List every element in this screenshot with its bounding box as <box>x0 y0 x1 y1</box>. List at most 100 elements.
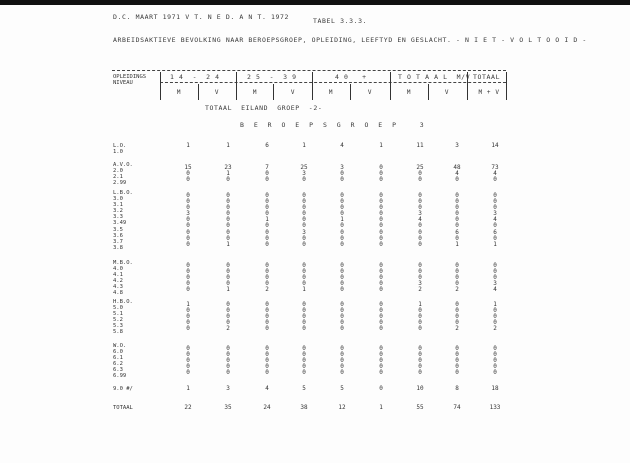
column-divider <box>428 84 429 100</box>
table-cell: 1 <box>186 142 190 149</box>
column-divider <box>506 72 507 100</box>
table-cell: 0 0 0 0 0 <box>340 262 344 294</box>
table-cell: 0 0 0 0 0 0 6 0 1 <box>455 192 459 248</box>
table-cell: 1 <box>186 385 190 392</box>
table-cell: 0 0 0 0 2 <box>455 301 459 333</box>
table-cell: 0 0 0 0 2 <box>455 262 459 294</box>
header-rule-mid <box>160 82 506 83</box>
table-cell: 22 <box>184 404 192 411</box>
table-title: ARBEIDSAKTIEVE BEVOLKING NAAR BEROEPSGRO… <box>113 36 587 44</box>
table-cell: 6 <box>265 142 269 149</box>
table-cell: 0 0 0 0 1 <box>226 262 230 294</box>
table-cell: 1 <box>226 142 230 149</box>
table-cell: 0 0 0 0 0 <box>302 301 306 333</box>
column-divider <box>350 84 351 100</box>
column-divider <box>467 72 468 100</box>
table-cell: 18 <box>491 385 499 392</box>
age-group-14-24: 1 4 - 2 4 <box>170 73 220 81</box>
column-divider <box>236 72 237 100</box>
age-group-40-plus: 4 0 + <box>335 73 367 81</box>
table-cell: 0 0 0 0 1 <box>302 262 306 294</box>
table-cell: 48 4 0 <box>453 164 461 184</box>
table-cell: 3 0 0 <box>340 164 344 184</box>
table-cell: 5 <box>340 385 344 392</box>
table-cell: 35 <box>224 404 232 411</box>
table-cell: 0 0 0 0 0 <box>265 301 269 333</box>
sex-header: V <box>290 89 296 96</box>
table-cell: 0 0 0 0 0 <box>493 345 497 377</box>
table-cell: 0 0 0 0 0 <box>302 345 306 377</box>
row-group-label: H.B.O. 5.0 5.1 5.2 5.3 5.8 <box>113 299 133 336</box>
table-cell: 133 <box>489 404 501 411</box>
column-divider <box>198 84 199 100</box>
age-group-25-39: 2 5 - 3 9 <box>247 73 297 81</box>
table-cell: 1 <box>302 142 306 149</box>
table-cell: 3 <box>455 142 459 149</box>
table-cell: 7 0 0 <box>265 164 269 184</box>
row-group-label: L.O. 1.0 <box>113 143 127 156</box>
table-cell: 0 0 0 3 4 <box>493 262 497 294</box>
total-header: TOTAAL <box>473 73 501 81</box>
table-cell: 1 <box>379 142 383 149</box>
table-cell: 0 0 0 0 0 <box>340 301 344 333</box>
row-group-label: M.B.O. 4.0 4.1 4.2 4.3 4.8 <box>113 260 133 297</box>
table-cell: 25 3 0 <box>300 164 308 184</box>
table-cell: 25 0 0 <box>416 164 424 184</box>
table-cell: 24 <box>263 404 271 411</box>
table-cell: 1 0 0 0 0 <box>418 301 422 333</box>
table-number: TABEL 3.3.3. <box>313 17 368 25</box>
table-cell: 74 <box>453 404 461 411</box>
column-divider <box>160 72 161 100</box>
table-cell: 0 0 0 0 2 <box>226 301 230 333</box>
column-divider <box>312 72 313 100</box>
table-cell: 0 0 0 0 0 0 0 0 1 <box>226 192 230 248</box>
table-cell: 10 <box>416 385 424 392</box>
table-cell: 4 <box>265 385 269 392</box>
table-cell: 73 4 0 <box>491 164 499 184</box>
table-cell: 8 <box>455 385 459 392</box>
table-cell: 0 0 0 0 0 <box>186 345 190 377</box>
row-group-label: A.V.O. 2.0 2.1 2.99 <box>113 162 133 187</box>
sex-header: V <box>444 89 450 96</box>
table-cell: 12 <box>338 404 346 411</box>
table-cell: 1 <box>379 404 383 411</box>
row-group-label: W.O. 6.0 6.1 6.2 6.3 6.99 <box>113 343 127 380</box>
column-divider <box>390 72 391 100</box>
sex-header: M <box>406 89 412 96</box>
table-cell: 0 0 0 3 2 <box>418 262 422 294</box>
table-cell: 0 0 0 0 0 <box>455 345 459 377</box>
sex-header: M <box>328 89 334 96</box>
scan-border <box>0 0 630 5</box>
table-cell: 23 1 0 <box>224 164 232 184</box>
table-cell: 0 0 0 0 0 <box>265 345 269 377</box>
sex-header: V <box>367 89 373 96</box>
row-group-label: TOTAAL <box>113 405 133 411</box>
table-cell: 1 0 0 0 0 <box>186 301 190 333</box>
table-cell: 0 0 0 3 0 0 0 0 0 <box>186 192 190 248</box>
table-cell: 4 <box>340 142 344 149</box>
occupation-group-subtitle: B E R O E P S G R O E P 3 <box>240 121 427 129</box>
row-group-label: 9.0 #/ <box>113 386 133 392</box>
sex-header: M + V <box>478 89 500 96</box>
table-cell: 0 <box>379 385 383 392</box>
table-cell: 0 0 0 0 0 0 0 0 0 <box>379 192 383 248</box>
table-cell: 1 0 0 0 2 <box>493 301 497 333</box>
table-cell: 0 0 0 3 4 0 0 0 0 <box>418 192 422 248</box>
table-cell: 5 <box>302 385 306 392</box>
table-cell: 0 0 0 0 0 0 3 0 0 <box>302 192 306 248</box>
table-cell: 0 0 0 0 2 <box>265 262 269 294</box>
table-cell: 0 0 0 0 0 <box>379 301 383 333</box>
table-cell: 0 0 0 0 0 <box>418 345 422 377</box>
table-cell: 11 <box>416 142 424 149</box>
row-group-label: L.B.O. 3.0 3.1 3.2 3.3 3.49 3.5 3.6 3.7 … <box>113 190 133 251</box>
table-cell: 0 0 0 0 0 <box>379 262 383 294</box>
table-cell: 15 0 0 <box>184 164 192 184</box>
column-divider <box>273 84 274 100</box>
table-cell: 3 <box>226 385 230 392</box>
stub-header: OPLEIDINGS NIVEAU <box>113 74 147 87</box>
table-cell: 38 <box>300 404 308 411</box>
header-rule-top <box>112 70 506 71</box>
table-cell: 0 0 0 0 0 <box>186 262 190 294</box>
table-cell: 0 0 0 0 0 <box>340 345 344 377</box>
table-cell: 0 0 0 <box>379 164 383 184</box>
